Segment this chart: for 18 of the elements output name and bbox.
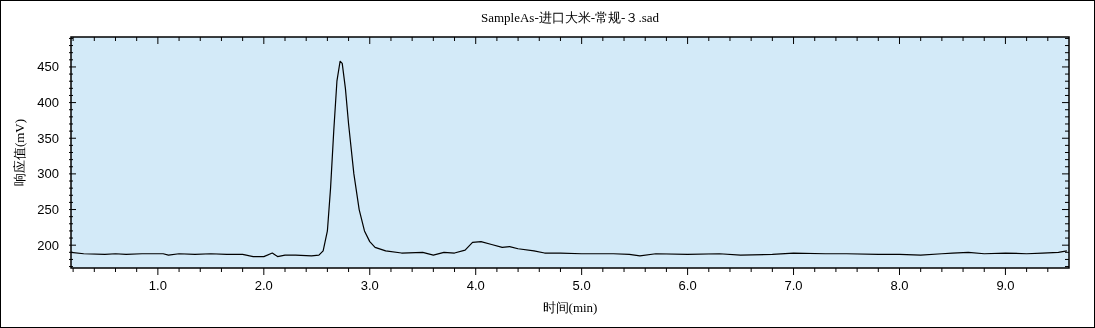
x-tick-label: 5.0 [572,278,591,293]
x-tick-label: 2.0 [254,278,273,293]
y-tick-label: 400 [37,95,59,111]
x-tick-label: 7.0 [784,278,803,293]
chart-title: SampleAs-进口大米-常规-３.sad [480,10,660,25]
x-tick-label: 3.0 [360,278,379,293]
x-tick-label: 6.0 [678,278,697,293]
x-axis-title: 时间(min) [542,300,598,315]
x-tick-label: 1.0 [148,278,167,293]
y-tick-label: 450 [37,59,59,75]
x-tick-label: 4.0 [466,278,485,293]
y-tick-label: 350 [37,130,59,146]
y-axis-title: 响应值(mV) [12,118,27,187]
y-tick-label: 200 [37,237,59,253]
x-tick-label: 8.0 [890,278,909,293]
y-tick-label: 250 [37,202,59,218]
y-tick-label: 300 [37,166,59,182]
x-tick-label: 9.0 [996,278,1015,293]
